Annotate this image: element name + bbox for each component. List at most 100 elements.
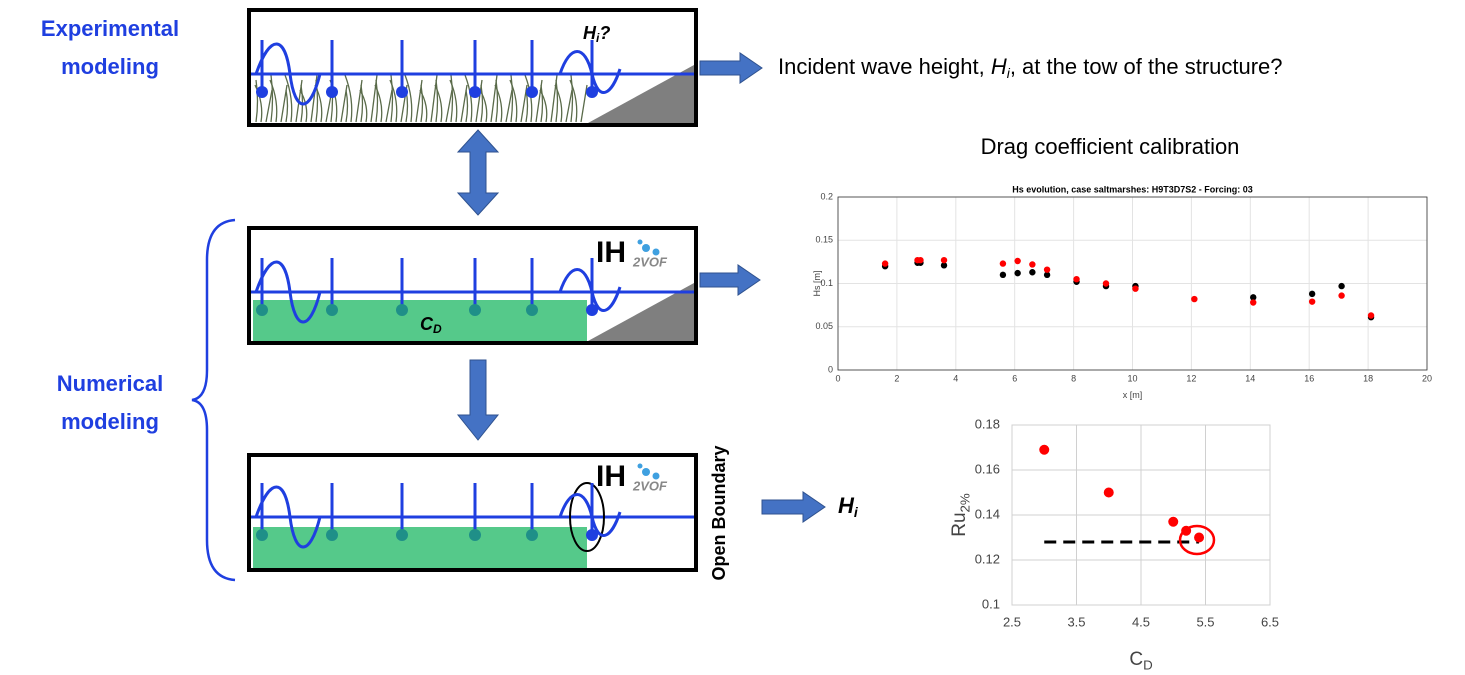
point	[1338, 282, 1345, 290]
probe-gauge	[256, 529, 268, 541]
point	[1308, 298, 1316, 305]
symbol: H	[838, 493, 855, 518]
grass-blade	[389, 79, 398, 123]
x-tick-label: 4	[953, 373, 958, 383]
point	[1250, 294, 1257, 301]
grass-blade	[344, 74, 353, 123]
grass-blade	[434, 84, 443, 123]
grass-blade	[255, 79, 259, 123]
y-tick-label: 0.05	[815, 321, 833, 331]
axis-label: Ru2%	[949, 493, 972, 537]
axis-label-text: x [m]	[1123, 390, 1143, 400]
point	[1039, 444, 1050, 455]
brace	[191, 218, 236, 582]
symbol: C	[420, 314, 434, 334]
label: modeling	[61, 409, 159, 434]
point	[1367, 312, 1375, 319]
grass-blade	[265, 89, 273, 123]
wave	[254, 42, 322, 106]
point	[917, 256, 924, 264]
tank-label: CD	[420, 314, 442, 336]
grass-blade	[565, 89, 573, 123]
grass-blade	[475, 79, 483, 123]
arrows	[456, 52, 826, 523]
grass-blade	[480, 84, 484, 123]
x-tick-label: 2.5	[1003, 614, 1021, 629]
grass-blade	[569, 79, 578, 123]
question: Incident wave height, Hi, at the tow of …	[778, 54, 1283, 81]
tank-open	[247, 453, 698, 572]
grass-blade	[524, 74, 533, 123]
point	[940, 256, 948, 264]
y-tick-label: 0	[828, 364, 833, 374]
point	[1043, 271, 1051, 279]
text: Incident wave height,	[778, 54, 991, 79]
wave	[254, 485, 322, 549]
plot-frame	[1011, 424, 1271, 606]
point	[1168, 516, 1179, 527]
label: Numerical	[57, 371, 163, 396]
axis-label: CD	[1129, 649, 1152, 672]
grass-blade	[509, 79, 518, 123]
probe-gauge	[586, 529, 598, 541]
open-boundary: Open Boundary	[709, 445, 729, 580]
point	[1014, 257, 1021, 265]
grass-blade	[299, 89, 308, 123]
grass-blade	[494, 84, 503, 123]
logo: IH 2VOF	[596, 236, 668, 270]
probe-gauge	[469, 304, 481, 316]
grass-blade	[340, 84, 348, 123]
probe-gauge	[396, 86, 408, 98]
x-tick-label: 2	[894, 373, 899, 383]
x-tick-label: 0	[835, 373, 840, 383]
point	[1102, 280, 1110, 287]
point	[1308, 290, 1316, 298]
x-tick-label: 5.5	[1196, 614, 1214, 629]
axis-label-text: Ru	[949, 512, 970, 536]
point	[999, 260, 1007, 267]
wave	[254, 260, 322, 324]
grass-blade	[539, 89, 548, 123]
probe-gauge	[469, 529, 481, 541]
grass-blade	[510, 74, 514, 123]
axis-label-text: C	[1129, 649, 1143, 670]
subscript: i	[1007, 65, 1011, 81]
axis-label: Hs [m]	[812, 271, 822, 297]
grass-blade	[520, 84, 528, 123]
grass-blade	[550, 74, 558, 123]
x-tick-label: 8	[1071, 373, 1076, 383]
grass-blade	[419, 89, 428, 123]
y-tick-label: 0.18	[975, 416, 1000, 431]
text: , at the tow of the structure?	[1010, 54, 1283, 79]
point	[1029, 261, 1036, 268]
probe-gauge	[256, 304, 268, 316]
grass-blade	[490, 74, 498, 123]
grass-blade	[555, 79, 559, 123]
point	[1338, 292, 1345, 299]
symbol: H	[583, 23, 597, 43]
grass-blade	[360, 84, 364, 123]
y-tick-label: 0.2	[820, 191, 833, 201]
tank-label: Hi?	[583, 23, 610, 45]
grass-blade	[415, 79, 423, 123]
grass-blade	[390, 74, 394, 123]
grass-blade	[430, 74, 438, 123]
probe-gauge	[586, 86, 598, 98]
subscript: D	[433, 322, 442, 336]
result: Hi	[838, 493, 859, 520]
point	[1194, 532, 1205, 543]
x-tick-label: 12	[1186, 373, 1196, 383]
grass-blade	[270, 74, 274, 123]
x-tick-label: 6	[1012, 373, 1017, 383]
probe-gauge	[396, 529, 408, 541]
point	[1073, 275, 1080, 283]
grass-blade	[479, 89, 488, 123]
axis-label-sub: 2%	[957, 493, 972, 512]
point	[1132, 285, 1139, 292]
grass-blade	[284, 74, 293, 123]
grass-blade	[404, 74, 413, 123]
grass-blade	[285, 89, 289, 123]
point	[881, 260, 889, 267]
calibration-title: Drag coefficient calibration	[981, 134, 1240, 159]
